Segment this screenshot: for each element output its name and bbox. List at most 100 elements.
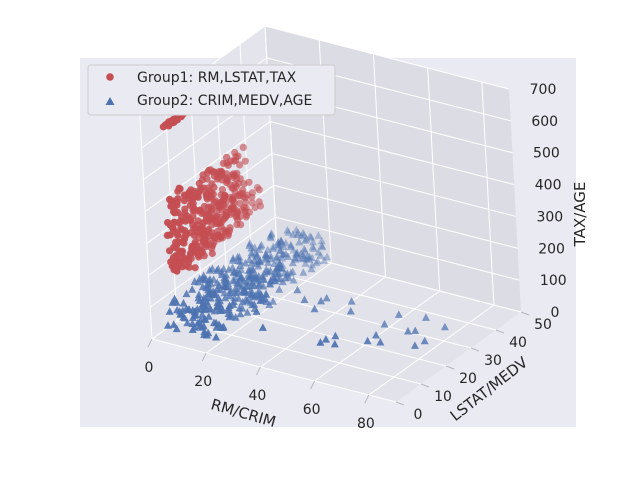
data-point-group2 (247, 244, 256, 252)
data-point-group2 (276, 246, 285, 254)
y-tick-mark (495, 329, 505, 334)
y-tick-mark (520, 311, 530, 316)
data-point-group2 (292, 225, 301, 234)
x-tick-mark (201, 352, 207, 362)
data-point-group1 (219, 159, 227, 167)
x-tick-label: 80 (357, 416, 375, 432)
data-point-group2 (274, 240, 283, 249)
z-tick-label: 600 (531, 114, 558, 130)
data-point-group2 (231, 288, 240, 296)
data-point-group2 (224, 309, 233, 317)
data-point-group2 (274, 237, 283, 246)
data-point-group2 (420, 336, 429, 345)
data-point-group2 (247, 258, 256, 267)
data-point-group2 (307, 264, 316, 273)
data-point-group2 (312, 258, 321, 267)
data-point-group2 (266, 279, 275, 288)
data-point-group2 (212, 302, 221, 311)
data-point-group1 (159, 123, 167, 131)
data-point-group2 (267, 230, 275, 239)
data-point-group1 (166, 247, 174, 255)
y-tick-label: 30 (484, 353, 502, 369)
data-point-group2 (404, 327, 412, 335)
data-point-group2 (247, 290, 256, 299)
data-point-group2 (317, 236, 326, 245)
data-point-group2 (215, 320, 223, 328)
data-point-group2 (410, 341, 419, 349)
data-point-group1 (207, 203, 215, 211)
data-point-group2 (241, 259, 250, 267)
legend-box (87, 64, 336, 116)
data-point-group2 (309, 237, 317, 246)
data-point-group2 (243, 308, 252, 316)
data-point-group2 (267, 229, 276, 237)
grid-line-y (176, 320, 422, 385)
y-tick-label: 0 (414, 407, 423, 423)
data-point-group2 (243, 296, 252, 305)
legend-label-group2: Group2: CRIM,MEDV,AGE (137, 93, 312, 109)
data-point-group2 (363, 336, 372, 345)
data-point-group2 (284, 228, 293, 236)
data-point-group2 (266, 232, 275, 240)
data-point-group2 (376, 338, 385, 346)
z-tick-label: 0 (551, 305, 560, 321)
data-point-group1 (180, 197, 188, 205)
data-point-group1 (180, 191, 188, 199)
data-point-group1 (211, 234, 219, 242)
data-point-group1 (167, 202, 175, 210)
data-point-group2 (258, 323, 267, 331)
data-point-group2 (314, 248, 323, 256)
data-point-group2 (346, 307, 355, 315)
z-tick-label: 500 (533, 146, 560, 162)
legend-marker-group2 (105, 97, 115, 105)
data-point-group2 (228, 256, 237, 264)
data-point-group2 (254, 272, 263, 280)
data-point-group1 (167, 258, 175, 266)
data-point-group2 (300, 244, 309, 253)
data-point-group2 (276, 237, 285, 245)
data-point-group1 (172, 228, 180, 237)
data-point-group1 (174, 187, 182, 195)
data-point-group2 (316, 338, 325, 346)
data-point-group1 (202, 190, 210, 198)
data-point-group1 (251, 203, 259, 212)
data-point-group2 (219, 306, 227, 314)
data-point-group2 (259, 282, 268, 290)
data-point-group2 (318, 242, 327, 251)
data-point-group1 (228, 184, 236, 192)
data-point-group2 (276, 263, 284, 271)
data-point-group2 (172, 324, 181, 333)
data-point-group2 (284, 273, 293, 281)
data-point-group1 (229, 202, 237, 210)
tick-labels: 0204060800102030405001002003004005006007… (145, 82, 567, 432)
data-point-group1 (177, 225, 185, 233)
data-point-group2 (190, 277, 199, 285)
data-point-group2 (308, 242, 317, 251)
data-point-group2 (380, 320, 389, 328)
data-point-group1 (217, 191, 225, 199)
data-point-group2 (204, 328, 213, 337)
data-point-group1 (173, 201, 181, 209)
legend: Group1: RM,LSTAT,TAX Group2: CRIM,MEDV,A… (87, 64, 336, 116)
data-point-group2 (219, 264, 228, 273)
data-point-group2 (201, 275, 210, 283)
data-point-group2 (244, 271, 253, 279)
data-point-group2 (293, 285, 302, 294)
data-point-group2 (165, 307, 174, 315)
x-tick-mark (364, 394, 370, 404)
data-point-group2 (277, 237, 286, 246)
data-point-group2 (289, 276, 298, 284)
data-point-group2 (275, 240, 284, 248)
data-point-group2 (299, 251, 307, 259)
data-point-group2 (281, 238, 290, 247)
data-point-group2 (292, 250, 301, 258)
data-point-group2 (299, 230, 308, 239)
data-point-group1 (255, 198, 263, 206)
data-point-group1 (207, 208, 215, 216)
data-point-group1 (195, 179, 203, 188)
data-point-group2 (322, 293, 331, 302)
grid-line-y (251, 266, 497, 331)
grid-line-z (275, 216, 520, 281)
data-point-group2 (210, 290, 219, 299)
